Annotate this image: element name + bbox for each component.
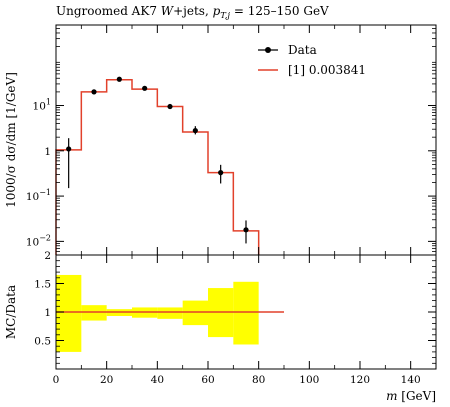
ratio-y-tick-label: 1 <box>44 307 51 319</box>
ratio-y-ticks: 0.5 1 1.5 2 <box>34 250 436 364</box>
data-point-2 <box>116 76 122 82</box>
main-y-axis-label: 1000/σ dσ/dm [1/GeV] <box>4 72 18 208</box>
x-tick-label: 40 <box>151 374 164 386</box>
y-tick-label-base: 10 <box>26 236 39 248</box>
x-axis-label: m [GeV] <box>386 389 436 403</box>
ratio-uncertainty-band <box>233 281 259 345</box>
y-tick-label: 10−1 <box>26 188 51 203</box>
data-point-4 <box>167 103 173 110</box>
mc-histogram <box>55 79 260 255</box>
ratio-y-tick-label: 1.5 <box>34 279 51 291</box>
ratio-uncertainty-band <box>56 274 82 352</box>
legend-data-marker <box>265 47 271 53</box>
data-marker <box>91 89 97 95</box>
data-marker <box>243 227 249 233</box>
data-marker <box>192 127 198 134</box>
y-tick-label-exponent: −1 <box>39 188 51 197</box>
y-tick-label-base: 10 <box>26 191 39 203</box>
x-tick-label: 100 <box>299 374 319 386</box>
data-marker <box>142 85 148 91</box>
data-point-7 <box>243 220 249 244</box>
y-tick-label-exponent: −2 <box>39 233 51 242</box>
data-point-3 <box>142 85 148 91</box>
ratio-top-label: 2 <box>44 250 51 262</box>
x-tick-label: 140 <box>401 374 421 386</box>
ratio-x-ticks: 0 20 40 60 80 100 120 140 <box>53 255 437 386</box>
legend-item-mc: [1] 0.003841 <box>258 63 366 77</box>
main-x-ticks <box>55 25 437 255</box>
ratio-uncertainty-band <box>182 300 208 326</box>
y-tick-label-exponent: 1 <box>46 98 51 107</box>
ratio-uncertainty-band <box>157 307 183 319</box>
data-point-5 <box>192 126 198 135</box>
legend: Data [1] 0.003841 <box>258 43 366 77</box>
x-tick-label: 80 <box>252 374 265 386</box>
legend-label-data: Data <box>288 43 317 57</box>
y-tick-label: 1 <box>44 146 51 158</box>
data-marker <box>218 170 224 176</box>
legend-label-mc: [1] 0.003841 <box>288 63 366 77</box>
legend-item-data: Data <box>258 43 317 57</box>
ratio-y-axis-label: MC/Data <box>4 285 18 339</box>
y-tick-label: 10−2 <box>26 233 51 248</box>
ratio-uncertainty-band <box>81 305 107 321</box>
x-tick-label: 0 <box>53 374 60 386</box>
y-tick-label-base: 10 <box>33 101 46 113</box>
data-marker <box>167 103 173 110</box>
y-tick-label: 101 <box>33 98 51 113</box>
ratio-panel: 0.5 1 1.5 2 0 20 40 60 80 100 120 140 MC/Data <box>4 250 437 386</box>
data-point-6 <box>218 164 224 184</box>
data-point-0 <box>66 138 72 189</box>
x-tick-label: 60 <box>201 374 214 386</box>
chart-title: Ungroomed AK7 W+jets, pT,j = 125–150 GeV <box>56 4 329 21</box>
main-plot-content <box>55 76 260 255</box>
data-marker <box>116 76 122 82</box>
x-tick-label: 20 <box>100 374 113 386</box>
y-tick-label-base: 1 <box>44 146 51 158</box>
ratio-y-tick-label: 0.5 <box>34 336 51 348</box>
ratio-plot-content <box>56 274 284 352</box>
x-tick-label: 120 <box>350 374 370 386</box>
data-point-1 <box>91 89 97 95</box>
data-marker <box>66 146 72 152</box>
